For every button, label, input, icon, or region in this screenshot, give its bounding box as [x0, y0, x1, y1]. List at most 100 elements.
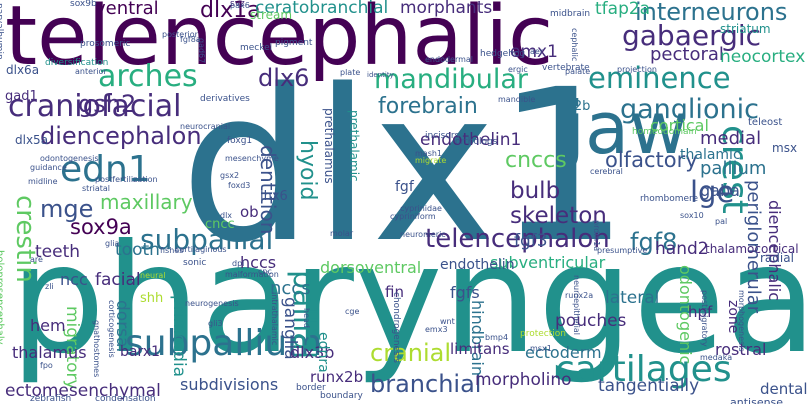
word: cncc	[205, 217, 235, 232]
word: pigment	[275, 38, 313, 48]
word: fin	[385, 283, 404, 301]
word: tangentially	[598, 376, 700, 396]
word: gnathostomes	[92, 320, 101, 378]
word: thalamus	[12, 343, 87, 362]
word: hem	[30, 316, 66, 335]
word: hedgehog	[480, 49, 526, 59]
word: subpallial	[140, 223, 274, 256]
word: antisense	[730, 396, 784, 404]
word: fgfs	[450, 283, 480, 302]
word: hpf	[688, 303, 713, 321]
word: cerebral	[590, 167, 623, 176]
word: gsx2	[220, 171, 240, 180]
word: lateral	[605, 288, 660, 308]
word: postfertilization	[95, 175, 158, 184]
word: molar	[330, 229, 354, 238]
word: neurogenesis	[185, 299, 239, 308]
word: msx	[772, 141, 798, 155]
word: pallium	[700, 158, 767, 179]
word: dlx6a	[6, 63, 40, 77]
word: ednra	[315, 332, 331, 373]
word: migrate	[415, 156, 447, 165]
word: cnc	[258, 267, 272, 276]
word: subdivisions	[180, 375, 279, 394]
word: dlx1a	[200, 0, 261, 23]
word: svz	[230, 0, 245, 9]
word: foxg1	[227, 136, 253, 146]
word: tooth	[115, 240, 160, 260]
word: prosomeric	[80, 39, 131, 49]
word: cypriniform	[390, 212, 436, 221]
word: telencephalon	[425, 224, 610, 254]
word: edn1	[60, 149, 151, 190]
word: diversification	[45, 58, 109, 68]
word: telencephalic	[5, 0, 554, 84]
word: protection	[520, 329, 566, 339]
word: mesenchyme	[225, 154, 279, 163]
word: head	[302, 308, 311, 328]
word: dlx6	[258, 64, 310, 92]
word: diencephalon	[40, 122, 202, 150]
word: tfap2a	[595, 0, 651, 19]
word: hccs	[240, 253, 277, 272]
word: boundary	[320, 391, 363, 401]
word: fgf8	[630, 228, 678, 256]
word: midbrain	[550, 9, 591, 19]
word: mash1	[415, 149, 443, 158]
word: gad67	[197, 38, 206, 64]
word: fgf8a	[180, 35, 201, 44]
word: dlx	[220, 211, 233, 220]
word: thalamic	[680, 147, 741, 163]
word: bmp4	[485, 333, 509, 342]
word: craniofacial	[8, 89, 182, 124]
word: endothelin	[440, 257, 515, 273]
word: derivatives	[200, 94, 250, 104]
word: morphogenesis	[737, 290, 746, 352]
word: ob	[240, 203, 259, 221]
word: gabaergic	[622, 19, 762, 52]
word: fpo	[40, 361, 53, 370]
word: ganglionic	[620, 94, 759, 125]
word: runx2a	[565, 291, 594, 300]
word: jaw	[565, 86, 689, 170]
word: forebrain	[378, 94, 478, 119]
word: dorsoventral	[320, 258, 422, 277]
word: intrathalamic	[270, 292, 279, 346]
word: parvalbumin	[0, 3, 4, 60]
word: skeleton	[510, 203, 607, 229]
word: cge	[345, 307, 360, 316]
word: crestin	[10, 195, 40, 283]
word: pectoral	[650, 44, 724, 65]
word: striatal	[82, 184, 110, 193]
word: dlx1	[180, 44, 630, 289]
word: radial	[760, 251, 794, 265]
word: cortical	[650, 116, 709, 135]
word: striatum	[720, 22, 771, 36]
word: pouches	[555, 311, 627, 331]
word: runx2b	[310, 368, 364, 386]
word: border	[296, 383, 326, 393]
word: neocortex	[720, 47, 806, 67]
word: arches	[98, 59, 198, 94]
word: cartilaginous	[175, 245, 227, 254]
word: emx3	[425, 325, 448, 334]
word: cyprinidae	[400, 204, 442, 213]
word: subventricular	[490, 253, 606, 272]
word: condensation	[95, 394, 156, 404]
word: facial	[95, 270, 141, 290]
word: branchial	[370, 370, 482, 398]
word: teleost	[748, 117, 783, 128]
word: sox9a	[70, 215, 132, 239]
word: endothelin1	[420, 130, 522, 150]
word: lge	[690, 175, 735, 209]
word: chondrogenesis	[391, 292, 401, 363]
word: meckel	[240, 43, 273, 53]
word: neurocranial	[180, 122, 231, 131]
word: presumptive	[597, 246, 648, 255]
word: midline	[28, 177, 58, 186]
word: identity	[367, 71, 394, 79]
word: cephalic	[570, 28, 579, 62]
word: postmigratory	[700, 290, 709, 347]
word: dental	[760, 380, 808, 398]
